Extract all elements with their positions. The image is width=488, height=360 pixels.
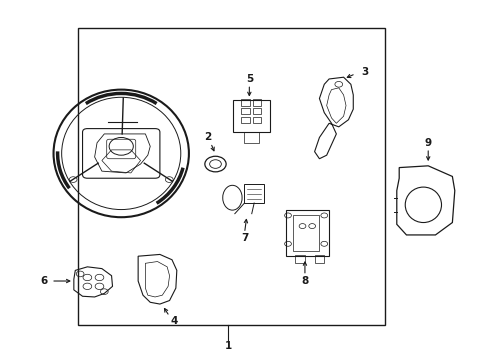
Text: 5: 5 <box>245 74 252 84</box>
Text: 7: 7 <box>240 234 248 243</box>
Text: 8: 8 <box>301 276 308 286</box>
Bar <box>244 132 259 143</box>
Bar <box>252 117 261 123</box>
Text: 1: 1 <box>224 341 231 351</box>
Bar <box>252 108 261 114</box>
Bar <box>241 117 249 123</box>
Bar <box>252 99 261 105</box>
Bar <box>314 256 324 263</box>
Bar <box>233 100 269 132</box>
Bar <box>78 28 384 325</box>
Text: 2: 2 <box>204 132 211 143</box>
Text: 3: 3 <box>361 67 368 77</box>
Text: 6: 6 <box>40 276 47 286</box>
Bar <box>295 256 305 263</box>
Bar <box>241 99 249 105</box>
Text: 4: 4 <box>170 316 178 326</box>
Bar <box>244 184 264 203</box>
Bar <box>241 108 249 114</box>
Text: 9: 9 <box>424 138 431 148</box>
Bar <box>292 215 319 251</box>
Bar <box>285 210 328 256</box>
